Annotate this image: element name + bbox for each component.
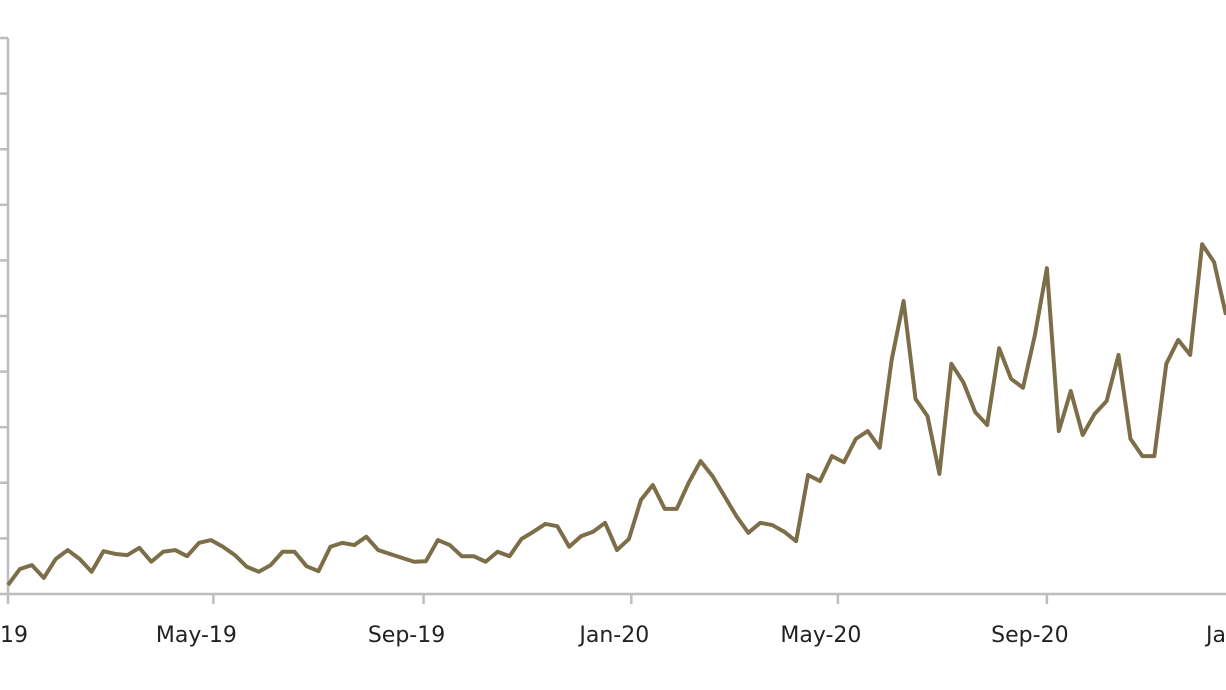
x-tick-label: Sep-19 [368, 623, 445, 648]
x-tick-label: May-20 [780, 623, 861, 648]
data-line [6, 242, 1226, 587]
x-tick-label: Sep-20 [991, 623, 1068, 648]
x-tick-label: 19 [0, 623, 28, 648]
x-tick-label: Ja [1204, 623, 1226, 648]
x-tick-label: Jan-20 [577, 623, 649, 648]
x-tick-label: May-19 [156, 623, 237, 648]
